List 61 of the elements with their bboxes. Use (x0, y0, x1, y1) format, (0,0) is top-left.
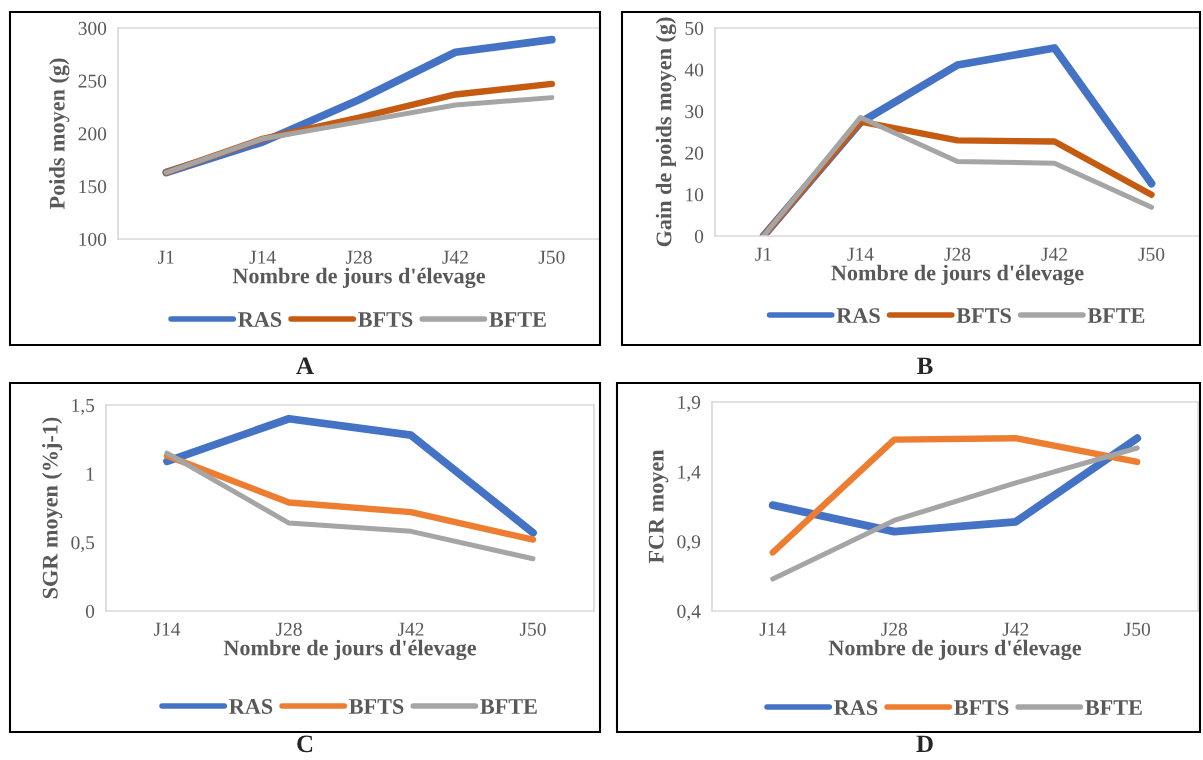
x-tick-label: J28 (345, 250, 372, 264)
y-tick-label: 1,4 (678, 465, 701, 482)
x-tick-label: J50 (1124, 622, 1151, 636)
legend-label: BFTE (489, 312, 546, 327)
legend-label: BFTE (1085, 700, 1142, 715)
x-axis-title: Nombre de jours d'élevage (828, 639, 1082, 661)
y-axis-title: FCR moyen (648, 449, 669, 564)
y-tick-label: 10 (686, 188, 704, 202)
x-tick-label: J14 (847, 247, 874, 261)
legend-label: RAS (834, 700, 878, 716)
legend-label: RAS (238, 312, 282, 327)
x-axis-title: Nombre de jours d'élevage (223, 639, 477, 661)
x-tick-label: J42 (1041, 247, 1067, 261)
x-tick-label: J42 (1002, 622, 1029, 636)
x-tick-label: J28 (275, 622, 302, 636)
y-tick-label: 30 (685, 105, 704, 119)
y-tick-label: 0,4 (677, 604, 701, 621)
x-tick-label: J1 (755, 247, 771, 261)
text: D (916, 735, 933, 753)
legend-label: BFTE (1087, 308, 1145, 323)
y-tick-label: 250 (78, 74, 107, 88)
x-tick-label: J28 (881, 622, 908, 636)
y-tick-label: 50 (685, 21, 704, 35)
legend-label: RAS (836, 308, 880, 324)
y-tick-label: 150 (79, 180, 107, 194)
x-axis-title: Nombre de jours d'élevage (831, 264, 1084, 286)
legend-label: BFTS (349, 699, 404, 714)
x-tick-label: J1 (157, 250, 174, 264)
y-axis-title: Poids moyen (g) (49, 58, 70, 210)
y-tick-label: 40 (684, 63, 704, 77)
y-axis-title: Gain de poids moyen (g) (655, 17, 677, 247)
legend-label: BFTS (956, 308, 1011, 324)
x-tick-label: J50 (538, 250, 565, 264)
x-tick-label: J50 (519, 622, 546, 636)
text: A (296, 357, 314, 375)
text: B (917, 357, 933, 375)
legend-label: BFTS (954, 700, 1009, 716)
legend-label: BFTS (358, 312, 413, 327)
y-tick-label: 1,9 (678, 395, 701, 412)
x-tick-label: J50 (1138, 247, 1165, 261)
y-tick-label: 0 (694, 229, 704, 243)
legend-label: RAS (229, 699, 273, 714)
y-tick-label: 20 (685, 146, 704, 160)
y-tick-label: 1 (86, 467, 94, 481)
y-tick-label: 0,9 (677, 535, 701, 552)
y-tick-label: 100 (79, 232, 107, 246)
y-tick-label: 200 (78, 127, 107, 141)
x-tick-label: J28 (944, 247, 971, 261)
text: C (297, 735, 313, 753)
x-tick-label: J14 (153, 622, 181, 636)
y-tick-label: 300 (78, 21, 107, 35)
y-tick-label: 1,5 (72, 398, 95, 415)
x-tick-label: J42 (442, 250, 468, 264)
x-tick-label: J42 (397, 622, 424, 636)
x-axis-title: Nombre de jours d'élevage (232, 267, 486, 289)
y-tick-label: 0 (85, 604, 95, 618)
y-axis-title: SGR moyen (%j-1) (42, 417, 63, 599)
x-tick-label: J14 (249, 250, 276, 264)
x-tick-label: J14 (759, 622, 786, 636)
y-tick-label: 0,5 (71, 536, 95, 553)
legend-label: BFTE (480, 699, 537, 714)
